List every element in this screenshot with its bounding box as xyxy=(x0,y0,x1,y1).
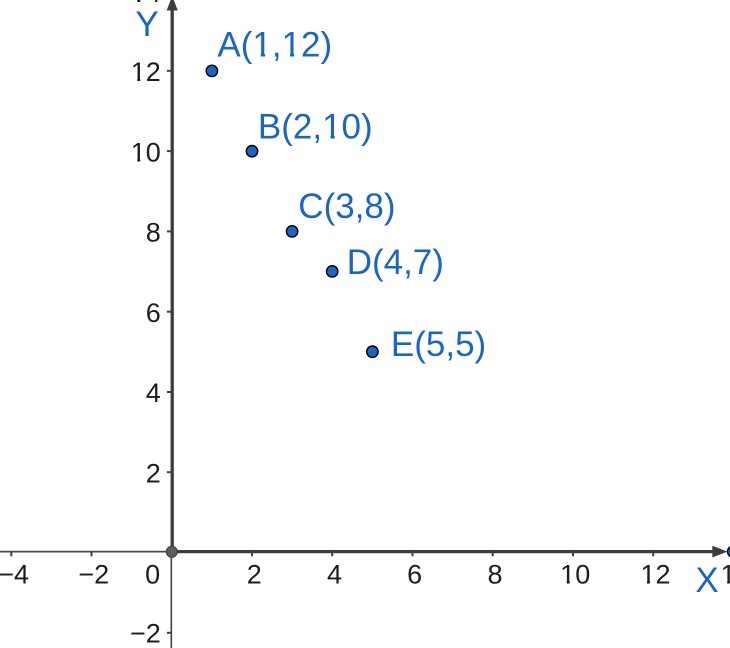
svg-text:−4: −4 xyxy=(0,559,29,589)
svg-text:C(3,8): C(3,8) xyxy=(298,187,395,226)
svg-text:14: 14 xyxy=(131,0,161,8)
svg-text:−2: −2 xyxy=(130,619,161,648)
svg-text:D(4,7): D(4,7) xyxy=(347,243,444,282)
svg-text:12: 12 xyxy=(640,559,670,589)
svg-text:4: 4 xyxy=(327,559,342,589)
svg-text:−2: −2 xyxy=(78,559,109,589)
svg-text:Y: Y xyxy=(135,5,158,44)
svg-text:0: 0 xyxy=(145,559,160,589)
svg-text:10: 10 xyxy=(560,559,590,589)
svg-text:4: 4 xyxy=(146,378,161,408)
svg-text:8: 8 xyxy=(487,559,502,589)
svg-text:A(1,12): A(1,12) xyxy=(217,26,332,65)
svg-text:E(5,5): E(5,5) xyxy=(391,325,486,364)
svg-text:10: 10 xyxy=(131,137,161,167)
svg-text:8: 8 xyxy=(146,218,161,248)
svg-text:6: 6 xyxy=(407,559,422,589)
svg-text:2: 2 xyxy=(247,559,262,589)
svg-text:B(2,10): B(2,10) xyxy=(258,107,373,146)
svg-text:6: 6 xyxy=(146,298,161,328)
svg-text:14: 14 xyxy=(721,559,730,589)
svg-text:12: 12 xyxy=(131,57,161,87)
svg-text:X: X xyxy=(695,561,718,600)
svg-text:2: 2 xyxy=(146,459,161,489)
